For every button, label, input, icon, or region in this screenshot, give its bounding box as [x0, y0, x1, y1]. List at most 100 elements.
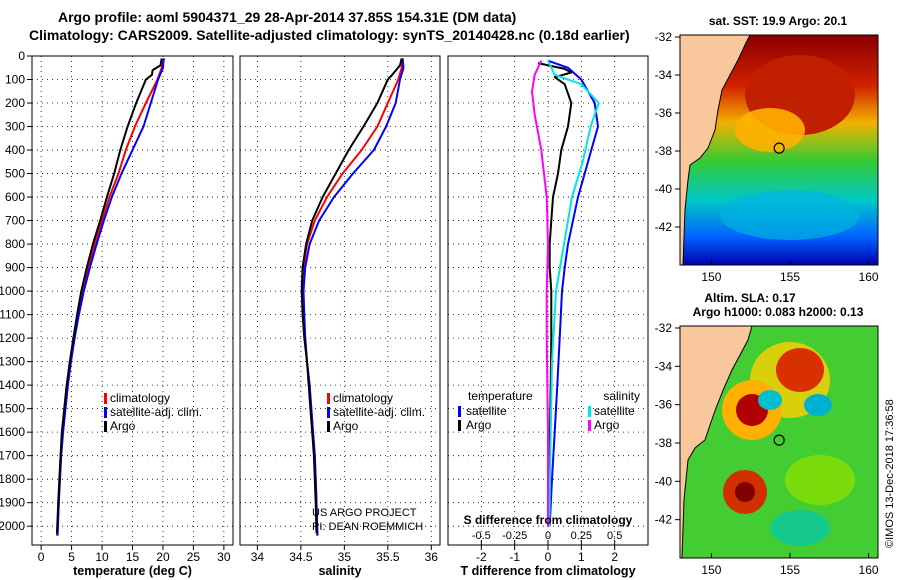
pressure-tick-label: 300 [5, 120, 25, 134]
sla-blob-j [770, 510, 830, 546]
diff-legend-temperature-title: temperature [468, 389, 533, 403]
diff-series-satellite-s-diff [547, 60, 600, 527]
diff-panel: -2 -1 0 1 2T difference from climatology [447, 55, 649, 578]
temp-xtick-label: 20 [156, 550, 170, 564]
sal-xtick-label: 36 [425, 550, 439, 564]
sal-legend-swatch [327, 407, 330, 418]
pressure-tick-label: 900 [5, 261, 25, 275]
pressure-tick-label: 1400 [0, 378, 25, 392]
diff-legend-t-swatch [458, 420, 461, 431]
temp-legend-label: satellite-adj. clim. [110, 405, 202, 419]
temp-series-argo [56, 58, 163, 534]
pressure-tick-label: 1600 [0, 425, 25, 439]
temp-panel: 0 5 10 15 20 25 30 temperature (deg C) [31, 55, 234, 578]
sal-series-satellite-adj-clim- [302, 58, 405, 536]
sal-legend-label: Argo [333, 419, 359, 433]
sal-xtick-label: 34 [251, 550, 265, 564]
figure-title-line1: Argo profile: aoml 5904371_29 28-Apr-201… [58, 9, 517, 25]
sst-lat-label: -38 [655, 144, 673, 158]
sla-lat-label: -40 [655, 474, 673, 488]
pressure-tick-label: 500 [5, 167, 25, 181]
sla-lat-label: -36 [655, 398, 673, 412]
sst-lat-label: -34 [655, 68, 673, 82]
sla-lat-label: -34 [655, 359, 673, 373]
imos-timestamp: ©IMOS 13-Dec-2018 17:36:58 [884, 399, 896, 548]
diff-legend-s-label: satellite [594, 404, 635, 418]
figure-title-line2: Climatology: CARS2009. Satellite-adjuste… [29, 27, 630, 43]
temp-legend-swatch [104, 393, 107, 404]
diff-xtick-label: 1 [578, 550, 585, 564]
sla-lon-label: 155 [780, 563, 800, 577]
diff-xtick-label: 2 [611, 550, 618, 564]
pressure-tick-label: 2000 [0, 519, 25, 533]
pressure-tick-label: 0 [18, 49, 25, 63]
diff-series-argo-t-diff [537, 62, 573, 527]
sal-legend-label: climatology [333, 391, 393, 405]
diff-xtick-label: -2 [476, 550, 487, 564]
temp-legend-swatch [104, 421, 107, 432]
sst-cool-patch [720, 190, 860, 240]
sla-lon-label: 160 [859, 563, 879, 577]
sst-lon-label: 150 [701, 270, 721, 284]
sal-legend-label: satellite-adj. clim. [333, 405, 425, 419]
pressure-tick-label: 1800 [0, 472, 25, 486]
pressure-tick-label: 100 [5, 73, 25, 87]
pressure-tick-label: 1200 [0, 331, 25, 345]
sal-annotation-project: US ARGO PROJECT [312, 507, 417, 519]
diff-xtick-label: -1 [509, 550, 520, 564]
sst-title: sat. SST: 19.9 Argo: 20.1 [709, 14, 848, 28]
sla-blob-h [735, 482, 755, 502]
temp-legend-label: Argo [110, 419, 136, 433]
temp-xtick-label: 0 [38, 550, 45, 564]
temp-xtick-label: 5 [68, 550, 75, 564]
pressure-tick-label: 600 [5, 190, 25, 204]
temp-legend-swatch [104, 407, 107, 418]
temp-xtick-label: 25 [187, 550, 201, 564]
pressure-axis: 0 100 200 300 400 500 600 700 800 900 1000 1100 1200… [0, 49, 32, 533]
diff-top-tick-label: -0.5 [472, 530, 491, 542]
diff-legend-t-label: satellite [466, 404, 507, 418]
sla-blob-e [758, 390, 782, 410]
sla-lat-label: -38 [655, 436, 673, 450]
sal-xlabel: salinity [318, 564, 361, 578]
temp-xtick-label: 30 [217, 550, 231, 564]
sst-lat-label: -32 [655, 30, 673, 44]
temp-legend-label: climatology [110, 391, 170, 405]
sal-series-argo [300, 58, 403, 534]
temp-xlabel: temperature (deg C) [73, 564, 192, 578]
sla-blob-i [785, 455, 855, 505]
sst-lon-label: 160 [859, 270, 879, 284]
diff-xtick-label: 0 [545, 550, 552, 564]
sal-legend-swatch [327, 393, 330, 404]
sla-blob-f [804, 394, 832, 416]
diff-legend-t-label: Argo [466, 418, 492, 432]
pressure-tick-label: 1100 [0, 308, 25, 322]
sal-xtick-label: 35.5 [376, 550, 400, 564]
sst-argo-marker [773, 142, 785, 154]
sla-lat-label: -42 [655, 513, 673, 527]
diff-legend-s-swatch [588, 406, 591, 417]
pressure-tick-label: 1700 [0, 449, 25, 463]
diff-top-tick-label: -0.25 [502, 530, 527, 542]
sla-title-2: Argo h1000: 0.083 h2000: 0.13 [693, 305, 864, 319]
pressure-tick-label: 1900 [0, 496, 25, 510]
pressure-tick-label: 800 [5, 237, 25, 251]
diff-legend-t-swatch [458, 406, 461, 417]
temp-xtick-label: 15 [126, 550, 140, 564]
sla-argo-marker [773, 434, 785, 446]
temp-series-climatology [56, 58, 166, 536]
sal-legend-swatch [327, 421, 330, 432]
sst-front [735, 108, 805, 152]
sal-xtick-label: 34.5 [289, 550, 313, 564]
sst-land [679, 34, 751, 266]
pressure-tick-label: 700 [5, 214, 25, 228]
diff-top-tick-label: 0.5 [607, 530, 622, 542]
diff-legend-salinity-title: salinity [603, 389, 640, 403]
diff-top-tick-label: 0.25 [571, 530, 592, 542]
sst-lat-label: -42 [655, 220, 673, 234]
sst-lat-label: -36 [655, 106, 673, 120]
sal-xtick-label: 35 [338, 550, 352, 564]
sal-frame [239, 55, 441, 546]
sla-title-1: Altim. SLA: 0.17 [704, 291, 796, 305]
